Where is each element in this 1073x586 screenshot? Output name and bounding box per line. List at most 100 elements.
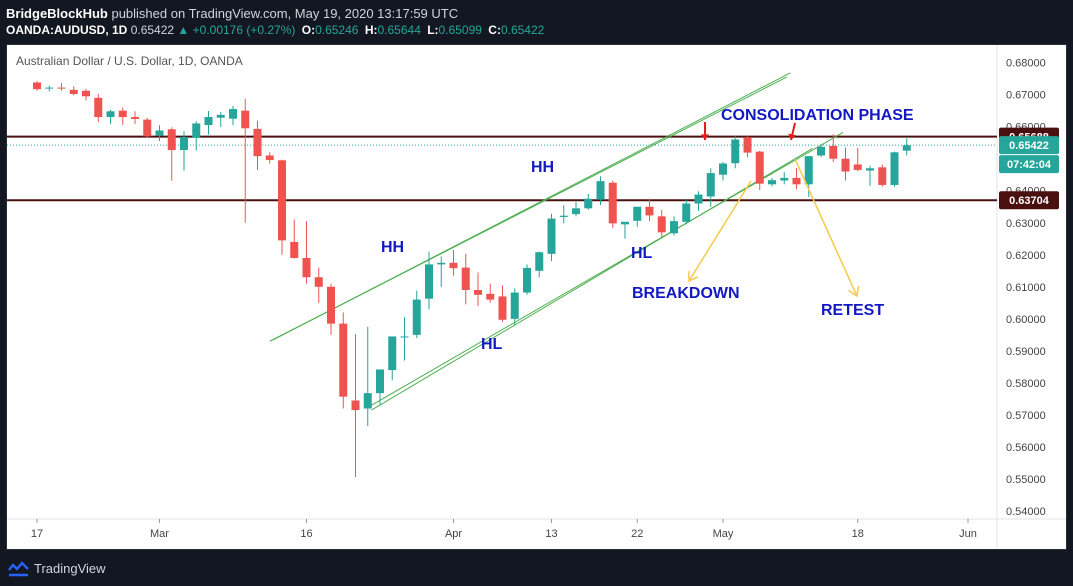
channel-line[interactable] [273,72,791,341]
candlestick-chart[interactable]: Australian Dollar / U.S. Dollar, 1D, OAN… [7,45,1066,549]
candle-body[interactable] [547,218,556,254]
candle-body[interactable] [731,139,740,164]
candle-body[interactable] [327,286,335,324]
x-tick-label: Jun [959,528,977,540]
candle-body[interactable] [388,336,397,371]
low-value: 0.65099 [438,23,482,37]
high-value: 0.65644 [377,23,421,37]
candle-body[interactable] [474,290,482,295]
candle-body[interactable] [143,119,152,137]
candle-body[interactable] [449,262,458,269]
candle-body[interactable] [670,221,678,234]
candle-body[interactable] [596,181,605,200]
y-tick-label: 0.67000 [1006,90,1046,102]
candle-body[interactable] [82,90,90,97]
candle-body[interactable] [768,180,776,185]
annotation-hl2: HL [631,245,653,262]
candle-body[interactable] [167,129,176,151]
chart-header: BridgeBlockHub published on TradingView.… [0,0,1073,44]
candle-body[interactable] [645,206,654,216]
author-name[interactable]: BridgeBlockHub [6,6,108,21]
candle-body[interactable] [535,252,544,271]
candle-body[interactable] [106,111,115,118]
candle-body[interactable] [253,128,262,157]
candle-body[interactable] [866,168,874,171]
candle-body[interactable] [314,277,323,287]
chart-pane[interactable]: Australian Dollar / U.S. Dollar, 1D, OAN… [6,44,1067,550]
candle-body[interactable] [559,215,568,217]
candle-body[interactable] [633,206,642,221]
high-label: H: [364,23,378,37]
channel-line[interactable] [371,132,844,406]
candle-body[interactable] [461,267,470,291]
candle-body[interactable] [486,293,495,300]
candle-body[interactable] [498,296,507,320]
y-tick-label: 0.54000 [1006,506,1046,518]
candle-body[interactable] [657,216,666,233]
candle-body[interactable] [425,264,433,299]
candle-body[interactable] [841,158,850,172]
candle-body[interactable] [290,241,299,258]
candle-body[interactable] [180,136,188,151]
candle-body[interactable] [351,400,360,411]
candle-body[interactable] [155,130,164,136]
red-arrowhead-icon [788,133,797,140]
candle-body[interactable] [829,145,838,159]
tradingview-logo-icon[interactable] [8,561,30,577]
candle-body[interactable] [878,167,887,185]
candle-body[interactable] [45,87,54,89]
candle-body[interactable] [437,262,446,265]
candle-body[interactable] [584,198,593,209]
x-tick-label: May [713,528,734,540]
candle-body[interactable] [792,177,801,185]
candle-body[interactable] [376,369,384,394]
candle-body[interactable] [694,194,703,204]
candle-body[interactable] [902,145,911,151]
candle-body[interactable] [572,208,580,215]
candle-body[interactable] [69,89,78,95]
candle-body[interactable] [278,160,286,241]
candle-body[interactable] [755,151,764,184]
candle-body[interactable] [229,109,237,119]
candle-body[interactable] [339,323,348,397]
candle-body[interactable] [608,182,617,224]
candle-body[interactable] [265,155,274,160]
candle-body[interactable] [216,114,225,118]
candle-body[interactable] [400,336,409,338]
candle-body[interactable] [853,164,862,170]
candle-body[interactable] [131,117,139,119]
candle-body[interactable] [804,156,813,185]
candle-body[interactable] [94,97,103,118]
x-tick-label: 18 [852,528,864,540]
candle-body[interactable] [523,267,531,293]
candle-body[interactable] [204,117,213,126]
channel-line[interactable] [371,148,813,411]
symbol-label[interactable]: OANDA:AUDUSD, 1D [6,23,128,37]
candle-body[interactable] [743,137,752,153]
candle-body[interactable] [118,110,127,118]
price-change: ▲ +0.00176 (+0.27%) [177,23,296,37]
y-tick-label: 0.58000 [1006,378,1046,390]
candle-body[interactable] [706,173,715,197]
candle-body[interactable] [890,152,899,185]
x-tick-label: 17 [31,528,43,540]
candle-body[interactable] [719,163,727,175]
x-tick-label: 16 [300,528,312,540]
candle-body[interactable] [412,299,421,335]
candle-body[interactable] [33,82,41,90]
candle-body[interactable] [510,292,519,319]
candle-body[interactable] [57,87,66,89]
candle-body[interactable] [817,146,825,156]
candle-body[interactable] [192,123,201,138]
candle-body[interactable] [302,257,311,278]
candle-body[interactable] [241,110,250,129]
candle-body[interactable] [621,221,629,225]
x-tick-label: 13 [545,528,557,540]
candle-body[interactable] [682,203,691,222]
candle-body[interactable] [363,393,372,409]
last-price: 0.65422 [130,23,175,37]
y-tick-label: 0.57000 [1006,410,1046,422]
candle-body[interactable] [780,177,789,181]
brand-name[interactable]: TradingView [34,561,106,576]
annotation-breakdown: BREAKDOWN [632,285,740,302]
